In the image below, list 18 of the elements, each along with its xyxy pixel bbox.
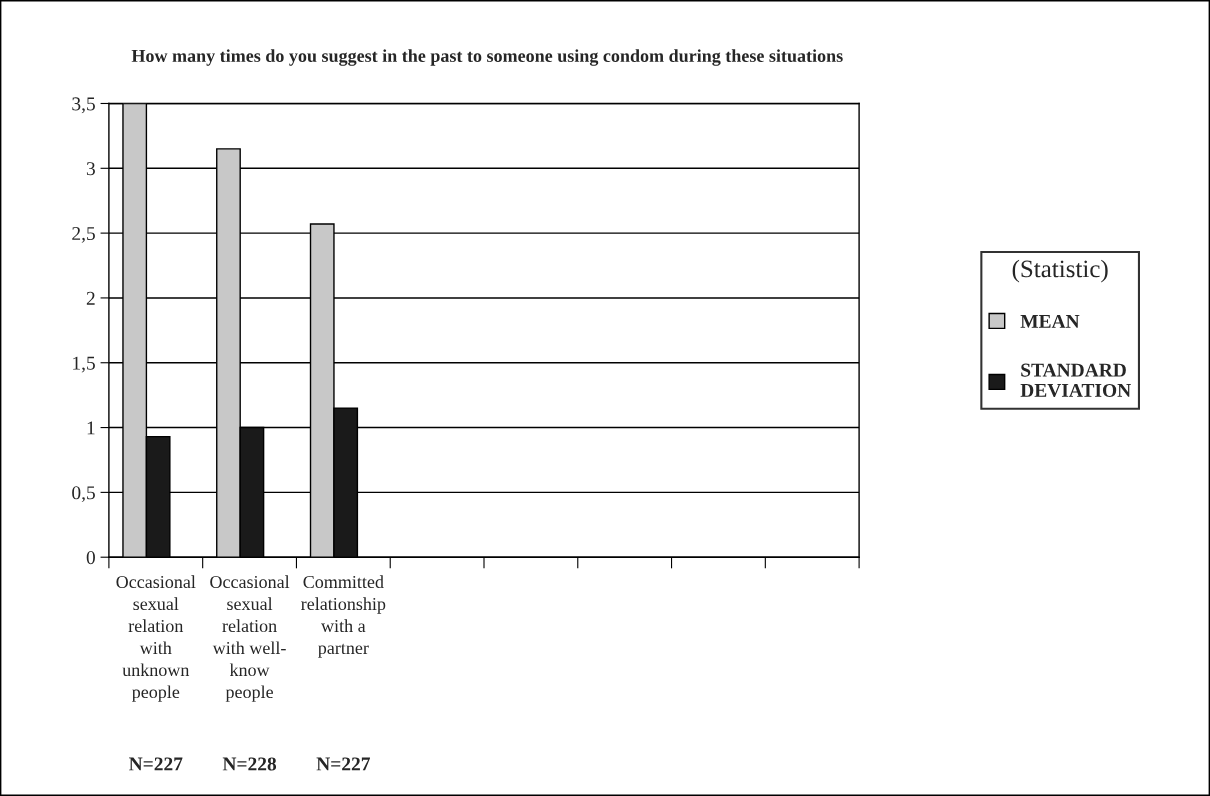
text: N=228 [222,757,277,771]
legend-label: STANDARD DEVIATION [1020,363,1131,398]
y-tick-label: 2 [86,291,95,305]
x-tick-label: Occasional sexual relation with well- know people [210,575,290,702]
legend-label: MEAN [1020,314,1080,328]
text: N=227 [129,757,183,771]
legend-title: (Statistic) [1012,259,1108,283]
y-tick-label: 1 [87,421,95,435]
y-tick-label: 1,5 [73,356,95,373]
x-tick-label: Committed relationship with a partner [301,575,386,658]
y-tick-label: 0 [86,551,95,565]
text: N=227 [316,757,371,771]
y-tick-label: 3,5 [72,97,95,114]
y-tick-label: 3 [86,162,95,176]
y-tick-label: 2,5 [72,226,95,243]
x-tick-label: Occasional sexual relation with unknown people [116,575,196,702]
y-tick-label: 0,5 [72,486,95,503]
chart-title: How many times do you suggest in the past to someone using condom during these situations [131,49,843,66]
